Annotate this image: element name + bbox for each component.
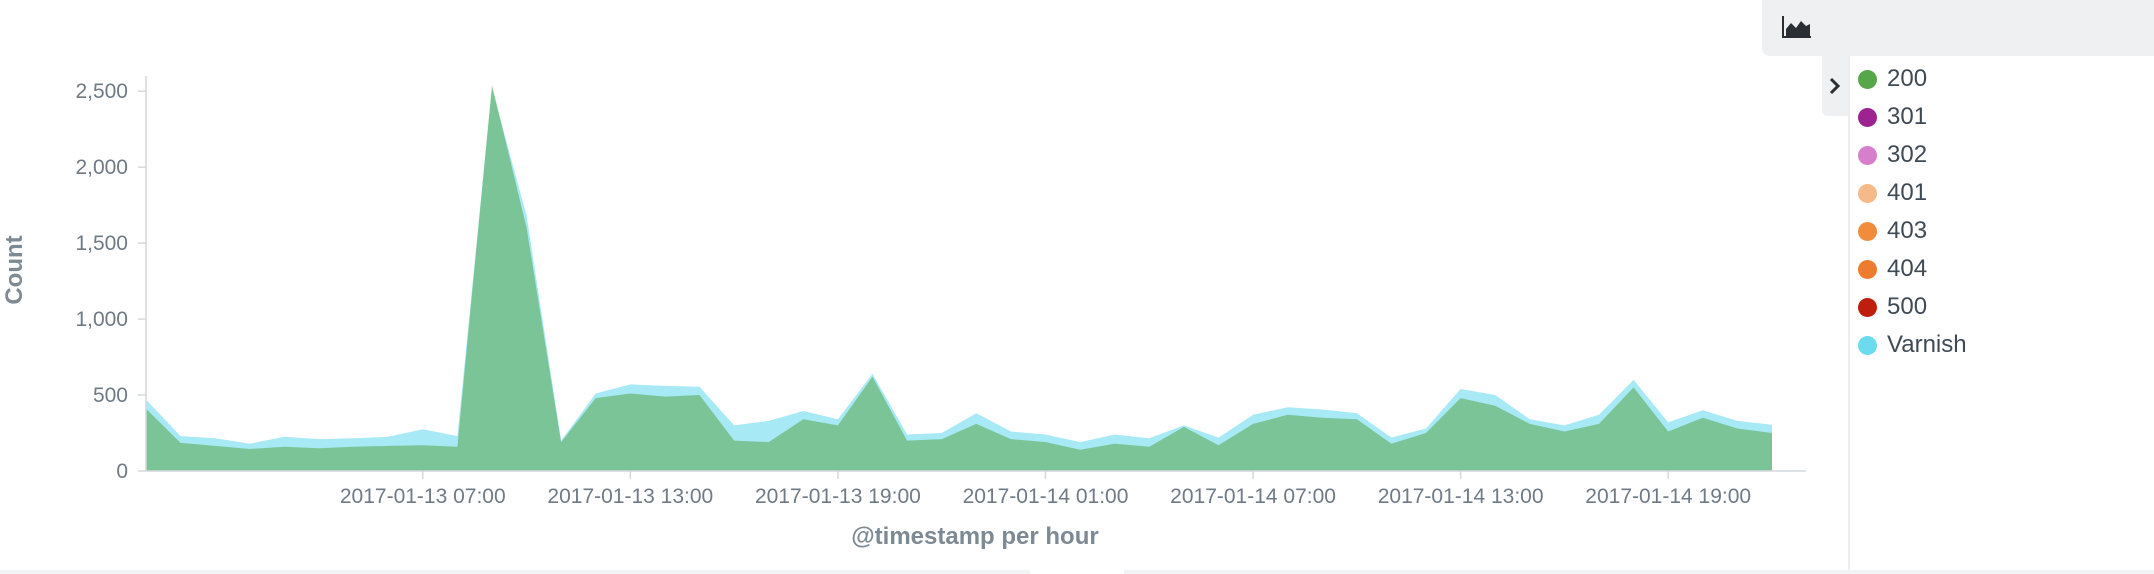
legend-label: 301 bbox=[1887, 103, 1928, 130]
legend-item-500[interactable]: 500 bbox=[1858, 288, 1967, 326]
area-chart-icon bbox=[1782, 15, 1812, 44]
legend-item-301[interactable]: 301 bbox=[1858, 98, 1967, 136]
legend-label: 404 bbox=[1887, 255, 1928, 282]
y-tick-label: 1,500 bbox=[75, 232, 128, 255]
x-tick-label: 2017-01-14 07:00 bbox=[1170, 485, 1336, 508]
x-tick-label: 2017-01-14 13:00 bbox=[1378, 485, 1544, 508]
legend-label: Varnish bbox=[1887, 331, 1967, 358]
legend-label: 403 bbox=[1887, 217, 1928, 244]
legend-list: 200 301 302 401 403 404 500 Varnish bbox=[1858, 60, 1967, 364]
legend-swatch bbox=[1858, 183, 1877, 203]
area-series-200 bbox=[146, 85, 1772, 471]
legend-item-302[interactable]: 302 bbox=[1858, 136, 1967, 174]
chevron-right-icon bbox=[1828, 76, 1842, 101]
x-axis-ticks: 2017-01-13 07:00 2017-01-13 13:00 2017-01-… bbox=[340, 471, 1751, 508]
legend-swatch bbox=[1858, 335, 1877, 355]
legend-item-200[interactable]: 200 bbox=[1858, 60, 1967, 98]
x-axis-title: @timestamp per hour bbox=[851, 523, 1098, 550]
legend-swatch bbox=[1858, 221, 1877, 241]
y-tick-label: 1,000 bbox=[75, 308, 128, 331]
bottom-divider-gap bbox=[1030, 570, 1124, 574]
x-tick-label: 2017-01-13 07:00 bbox=[340, 485, 506, 508]
legend-panel bbox=[1848, 56, 2154, 574]
legend-swatch bbox=[1858, 145, 1877, 165]
legend-swatch bbox=[1858, 107, 1877, 127]
x-tick-label: 2017-01-13 13:00 bbox=[547, 485, 713, 508]
y-axis-title: Count bbox=[1, 235, 28, 304]
plot-areas bbox=[146, 85, 1772, 471]
legend-item-404[interactable]: 404 bbox=[1858, 250, 1967, 288]
x-tick-label: 2017-01-14 01:00 bbox=[963, 485, 1129, 508]
area-series-varnish bbox=[146, 88, 1772, 471]
y-tick-label: 0 bbox=[116, 460, 128, 483]
x-tick-label: 2017-01-14 19:00 bbox=[1585, 485, 1751, 508]
legend-label: 500 bbox=[1887, 293, 1928, 320]
legend-item-varnish[interactable]: Varnish bbox=[1858, 326, 1967, 364]
legend-swatch bbox=[1858, 259, 1877, 279]
legend-label: 200 bbox=[1887, 65, 1928, 92]
legend-label: 302 bbox=[1887, 141, 1928, 168]
y-tick-label: 500 bbox=[93, 384, 128, 407]
legend-label: 401 bbox=[1887, 179, 1928, 206]
x-tick-label: 2017-01-13 19:00 bbox=[755, 485, 921, 508]
y-tick-label: 2,000 bbox=[75, 156, 128, 179]
y-tick-label: 2,500 bbox=[75, 80, 128, 103]
legend-item-403[interactable]: 403 bbox=[1858, 212, 1967, 250]
legend-item-401[interactable]: 401 bbox=[1858, 174, 1967, 212]
legend-toggle-button[interactable] bbox=[1822, 56, 1848, 116]
legend-swatch bbox=[1858, 297, 1877, 317]
y-axis-ticks: 0 500 1,000 1,500 2,000 2,500 bbox=[75, 80, 146, 483]
legend-header bbox=[1762, 0, 2154, 56]
legend-swatch bbox=[1858, 69, 1877, 89]
